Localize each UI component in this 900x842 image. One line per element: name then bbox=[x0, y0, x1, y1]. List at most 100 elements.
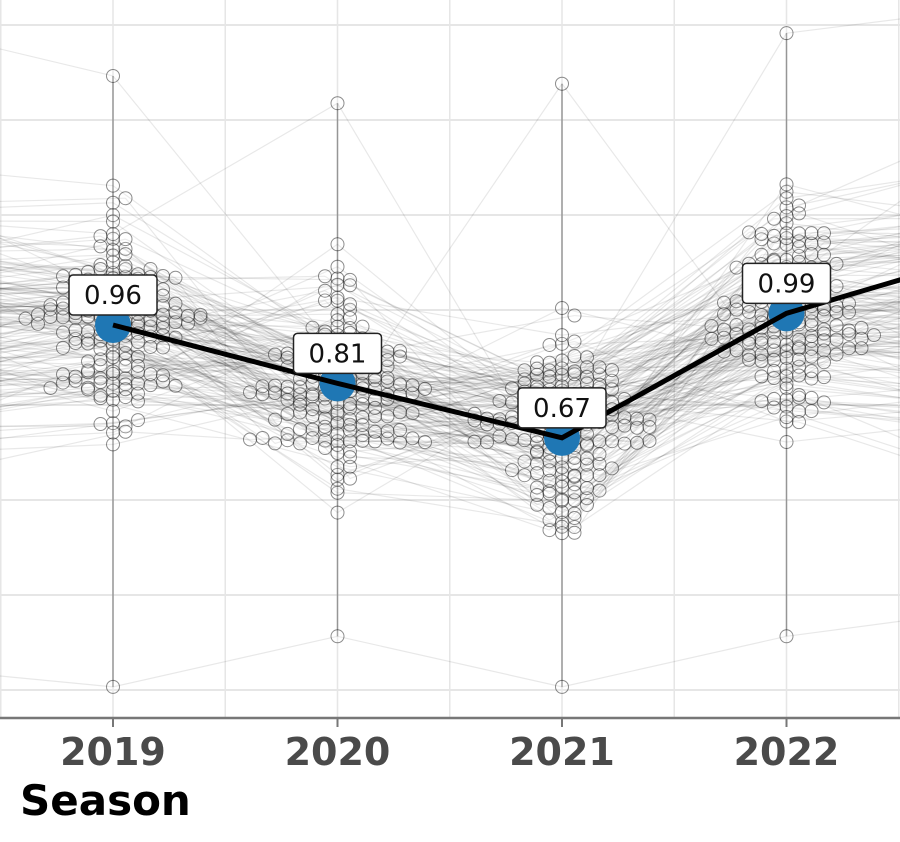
trajectory-line bbox=[0, 373, 151, 381]
player-point bbox=[754, 307, 769, 322]
trajectory-line bbox=[299, 373, 600, 403]
player-point bbox=[742, 304, 756, 319]
trajectory-line bbox=[125, 396, 388, 440]
player-point bbox=[330, 259, 345, 274]
trajectory-line bbox=[798, 327, 900, 341]
trajectory-line bbox=[25, 318, 413, 439]
player-point bbox=[754, 232, 769, 247]
player-point bbox=[729, 260, 744, 275]
player-point bbox=[779, 26, 794, 41]
trajectory-line bbox=[848, 327, 900, 332]
player-point bbox=[255, 387, 270, 402]
player-point bbox=[156, 307, 170, 322]
player-point bbox=[767, 400, 781, 415]
trajectory-line bbox=[112, 254, 326, 355]
trajectory-line bbox=[75, 338, 351, 431]
player-point bbox=[530, 456, 544, 471]
trajectory-line bbox=[773, 331, 900, 354]
trajectory-line bbox=[312, 343, 563, 439]
player-point bbox=[118, 241, 133, 256]
player-point bbox=[542, 486, 557, 501]
player-point bbox=[617, 410, 632, 425]
player-point bbox=[380, 370, 395, 385]
player-point bbox=[505, 381, 519, 396]
player-point bbox=[792, 368, 806, 383]
trajectory-line bbox=[387, 413, 475, 432]
player-point bbox=[330, 629, 345, 644]
trajectory-line bbox=[0, 380, 164, 387]
trajectory-line bbox=[0, 304, 51, 314]
trajectory-line bbox=[125, 297, 338, 337]
trajectory-line bbox=[786, 405, 900, 423]
player-point bbox=[567, 364, 582, 379]
trajectory-line bbox=[0, 302, 76, 314]
player-point bbox=[343, 278, 357, 293]
trajectory-line bbox=[836, 263, 900, 271]
trajectory-line bbox=[561, 32, 788, 407]
player-point bbox=[380, 353, 395, 368]
player-point bbox=[767, 236, 781, 251]
trajectory-line bbox=[836, 305, 900, 335]
trajectory-line bbox=[112, 102, 338, 235]
trajectory-line bbox=[0, 317, 76, 336]
player-point bbox=[829, 318, 844, 333]
trajectory-line bbox=[823, 270, 900, 289]
player-point bbox=[56, 375, 70, 390]
player-point bbox=[380, 374, 395, 389]
trajectory-line bbox=[137, 243, 338, 384]
trajectory-line bbox=[399, 362, 550, 396]
trajectory-line bbox=[574, 197, 787, 372]
player-point bbox=[542, 473, 557, 488]
trajectory-line bbox=[761, 375, 900, 379]
trajectory-line bbox=[0, 235, 101, 248]
player-point bbox=[143, 367, 158, 382]
trajectory-line bbox=[0, 419, 139, 440]
trajectory-line bbox=[0, 339, 89, 345]
trajectory-line bbox=[561, 232, 787, 387]
trajectory-line bbox=[0, 225, 114, 235]
trajectory-line bbox=[798, 249, 900, 257]
player-point bbox=[93, 371, 108, 386]
trajectory-line bbox=[773, 406, 900, 450]
player-point bbox=[505, 432, 519, 447]
trajectory-line bbox=[112, 341, 313, 412]
trajectory-line bbox=[337, 433, 563, 528]
trajectory-line bbox=[137, 313, 351, 334]
trajectory-line bbox=[549, 311, 837, 495]
trajectory-line bbox=[0, 350, 101, 379]
trajectory-line bbox=[374, 366, 525, 393]
trajectory-line bbox=[823, 261, 900, 269]
player-point bbox=[106, 195, 120, 210]
player-point bbox=[542, 484, 557, 499]
trajectory-line bbox=[574, 289, 787, 519]
trajectory-line bbox=[0, 316, 126, 346]
trajectory-line bbox=[100, 328, 338, 494]
trajectory-line bbox=[0, 373, 64, 401]
trajectory-line bbox=[100, 348, 376, 442]
trajectory-line bbox=[786, 191, 900, 207]
trajectory-line bbox=[0, 368, 76, 382]
trajectory-line bbox=[786, 183, 900, 216]
trajectory-line bbox=[362, 424, 563, 534]
trajectory-line bbox=[574, 302, 787, 395]
player-point bbox=[854, 341, 869, 356]
trajectory-line bbox=[0, 380, 114, 385]
player-point bbox=[617, 436, 632, 451]
trajectory-line bbox=[823, 308, 900, 312]
trajectory-line bbox=[786, 18, 900, 34]
trajectory-line bbox=[761, 233, 900, 250]
player-point bbox=[530, 497, 544, 512]
trajectory-line bbox=[50, 387, 351, 468]
trajectory-line bbox=[786, 288, 900, 325]
player-point bbox=[817, 370, 831, 385]
trajectory-line bbox=[125, 238, 326, 332]
trajectory-line bbox=[823, 300, 900, 317]
trajectory-line bbox=[399, 411, 588, 506]
player-point bbox=[343, 401, 357, 416]
trajectory-line bbox=[0, 48, 114, 77]
trajectory-line bbox=[125, 301, 313, 417]
trajectory-line bbox=[549, 334, 875, 521]
player-point bbox=[280, 406, 295, 421]
trajectory-line bbox=[611, 360, 762, 469]
trajectory-line bbox=[362, 366, 588, 390]
